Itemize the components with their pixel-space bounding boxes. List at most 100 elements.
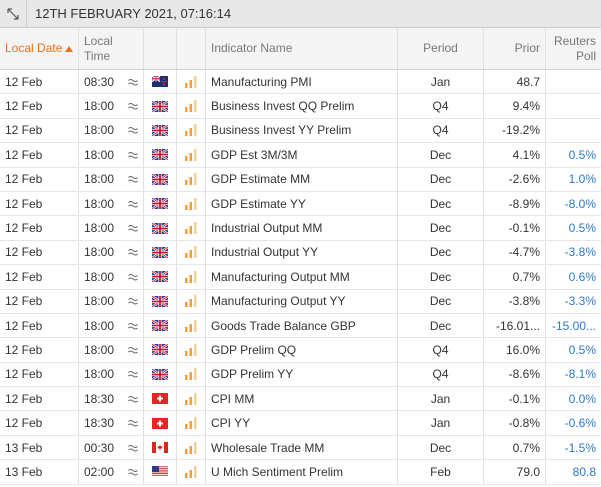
indicator-cell-text: Business Invest QQ Prelim: [211, 99, 355, 114]
event-row: 12 Feb 18:00 GDP Prelim QQ Q4 16.0% 0.5%: [0, 338, 601, 363]
column-header[interactable]: Period: [398, 28, 484, 69]
prior-cell-text: 79.0: [516, 464, 540, 479]
flag-cell: [144, 70, 177, 94]
event-row: 12 Feb 18:30 CPI YY Jan -0.8% -0.6%: [0, 411, 601, 436]
indicator-cell-text: GDP Estimate YY: [211, 196, 306, 211]
time-cell: 18:30: [79, 387, 144, 411]
date-cell: 12 Feb: [0, 362, 79, 387]
indicator-cell-text: GDP Prelim YY: [211, 367, 294, 382]
poll-cell: -0.6%: [546, 411, 601, 434]
column-header[interactable]: Local Time: [79, 28, 144, 69]
table-body: 12 Feb 08:30 Manufacturing PMI Jan 48.7 12 Fe…: [0, 70, 601, 485]
prior-cell-text: -4.7%: [508, 245, 540, 260]
prior-cell-text: 0.7%: [512, 440, 540, 455]
time-cell-text: 18:00: [84, 367, 115, 382]
flag-cell: [144, 460, 177, 484]
poll-cell-text: -8.1%: [564, 367, 596, 382]
period-cell: Dec: [398, 216, 484, 240]
event-row: 12 Feb 18:00 Industrial Output YY Dec -4.7% -…: [0, 240, 601, 266]
column-header[interactable]: Local Date: [0, 28, 79, 69]
indicator-cell-text: Business Invest YY Prelim: [211, 123, 352, 138]
poll-cell: -3.8%: [546, 241, 601, 264]
volatility-cell: [177, 289, 206, 313]
volatility-cell: [177, 118, 206, 143]
time-cell-text: 18:30: [84, 391, 115, 406]
prior-cell-text: -2.6%: [508, 172, 540, 187]
time-cell: 18:00: [79, 143, 144, 167]
approx-icon: [128, 123, 138, 137]
expand-button[interactable]: [0, 0, 27, 28]
prior-cell-text: 16.0%: [505, 342, 540, 357]
period-cell-text: Dec: [429, 245, 452, 260]
date-cell-text: 12 Feb: [5, 172, 43, 187]
date-cell: 12 Feb: [0, 143, 79, 167]
flag-cell: [144, 216, 177, 240]
date-cell-text: 12 Feb: [5, 367, 43, 382]
prior-cell-text: 4.1%: [512, 147, 540, 162]
date-cell-text: 13 Feb: [5, 440, 43, 455]
date-cell: 13 Feb: [0, 460, 79, 484]
prior-cell: 79.0: [484, 460, 546, 484]
time-cell: 18:00: [79, 338, 144, 362]
date-cell: 12 Feb: [0, 265, 79, 289]
flag-cell: [144, 313, 177, 338]
volatility-cell: [177, 70, 206, 94]
period-cell-text: Dec: [429, 172, 452, 187]
time-cell: 18:00: [79, 289, 144, 313]
date-cell: 12 Feb: [0, 387, 79, 411]
prior-cell: -2.6%: [484, 167, 546, 191]
prior-cell-text: 0.7%: [512, 269, 540, 284]
prior-cell: -0.1%: [484, 216, 546, 240]
indicator-cell: Manufacturing Output YY: [206, 289, 398, 313]
approx-icon: [128, 343, 138, 357]
period-cell: Jan: [398, 387, 484, 411]
column-header[interactable]: Prior: [484, 28, 546, 69]
period-cell-text: Dec: [429, 440, 452, 455]
volatility-cell: [177, 167, 206, 191]
period-cell-text: Dec: [429, 147, 452, 162]
time-cell-text: 18:00: [84, 123, 115, 138]
period-cell-text: Dec: [429, 294, 452, 309]
indicator-cell-text: Manufacturing Output YY: [211, 294, 346, 309]
column-header[interactable]: Indicator Name: [206, 28, 398, 69]
date-cell-text: 12 Feb: [5, 123, 43, 138]
period-cell: Jan: [398, 411, 484, 435]
date-cell-text: 12 Feb: [5, 416, 43, 431]
flag-cell: [144, 265, 177, 289]
period-cell-text: Jan: [430, 416, 451, 431]
poll-cell: 1.0%: [546, 168, 601, 191]
volatility-cell: [177, 94, 206, 118]
indicator-cell: Manufacturing PMI: [206, 70, 398, 94]
indicator-cell: Wholesale Trade MM: [206, 435, 398, 460]
date-cell: 12 Feb: [0, 240, 79, 265]
time-cell: 18:00: [79, 216, 144, 240]
period-cell: Feb: [398, 460, 484, 484]
column-header: [144, 28, 177, 69]
time-cell: 18:00: [79, 94, 144, 118]
event-row: 12 Feb 18:00 GDP Estimate MM Dec -2.6% 1.0%: [0, 167, 601, 192]
event-row: 12 Feb 18:00 Goods Trade Balance GBP Dec -16…: [0, 313, 601, 339]
flag-cell: [144, 289, 177, 313]
date-cell: 12 Feb: [0, 167, 79, 191]
date-cell: 12 Feb: [0, 70, 79, 94]
indicator-cell-text: Industrial Output MM: [211, 221, 323, 236]
time-cell-text: 18:30: [84, 416, 115, 431]
time-cell: 18:00: [79, 118, 144, 143]
poll-cell-text: -3.8%: [564, 245, 596, 260]
date-cell-text: 12 Feb: [5, 221, 43, 236]
date-cell: 12 Feb: [0, 191, 79, 216]
time-cell-text: 18:00: [84, 147, 115, 162]
column-header[interactable]: Reuters Poll: [546, 28, 601, 69]
panel-title: 12TH FEBRUARY 2021, 07:16:14: [35, 6, 232, 21]
time-cell: 02:00: [79, 460, 144, 484]
period-cell: Dec: [398, 289, 484, 313]
period-cell: Dec: [398, 265, 484, 289]
time-cell-text: 18:00: [84, 269, 115, 284]
indicator-cell: Industrial Output MM: [206, 216, 398, 240]
period-cell-text: Jan: [430, 74, 451, 89]
time-cell-text: 18:00: [84, 342, 115, 357]
volatility-cell: [177, 265, 206, 289]
event-row: 12 Feb 18:00 Industrial Output MM Dec -0.1% 0…: [0, 216, 601, 241]
poll-cell-text: 0.5%: [568, 221, 596, 236]
